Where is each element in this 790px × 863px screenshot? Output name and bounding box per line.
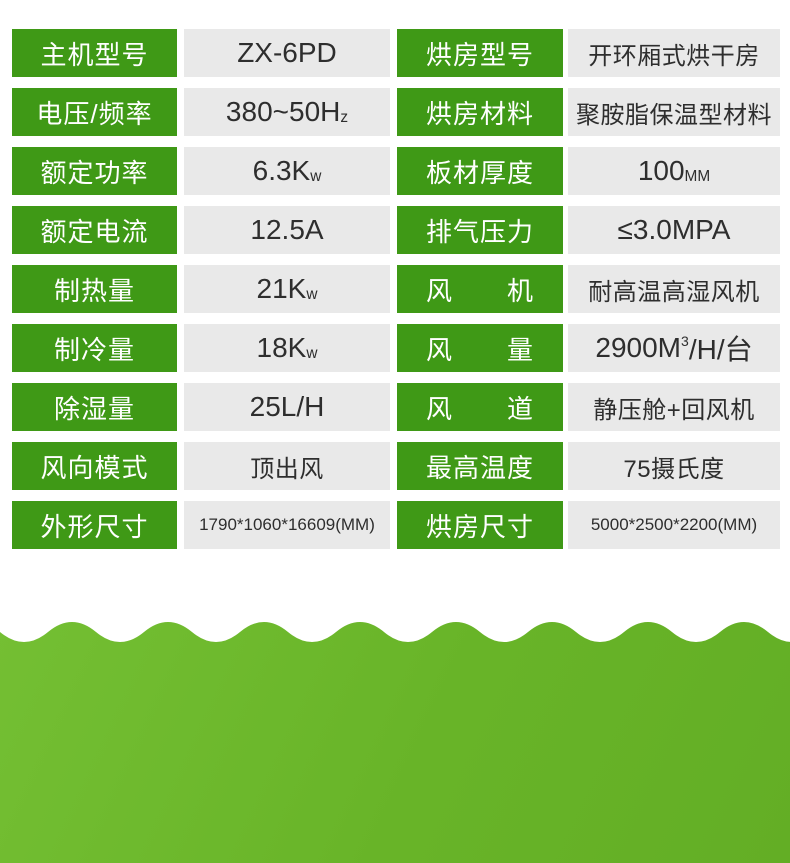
- spec-value-text: 75摄氏度: [623, 455, 725, 483]
- spec-row: 除湿量 25L/H 风 道 静压舱+回风机: [12, 383, 780, 431]
- spec-label: 额定电流: [12, 206, 177, 254]
- spec-row: 制冷量 18K w 风 量 2900M 3/H/台: [12, 324, 780, 372]
- spec-value: 5000*2500*2200(MM): [568, 501, 780, 549]
- spec-label: 板材厚度: [397, 147, 563, 195]
- spec-row: 额定功率 6.3K w 板材厚度 100 MM: [12, 147, 780, 195]
- spec-row: 风向模式 顶出风 最高温度 75摄氏度: [12, 442, 780, 490]
- spec-value-text: 静压舱+回风机: [593, 396, 755, 424]
- spec-value-text: 380~50H: [225, 96, 341, 127]
- spec-value-superscript: 3: [681, 333, 689, 349]
- spec-value-unit: w: [306, 345, 318, 362]
- spec-label: 外形尺寸: [12, 501, 177, 549]
- spec-value-text: /H/台: [688, 334, 753, 365]
- spec-value: ZX-6PD: [184, 29, 390, 77]
- spec-label: 烘房型号: [397, 29, 563, 77]
- spec-value-text: 1790*1060*16609(MM): [199, 515, 375, 534]
- spec-value-unit: w: [310, 168, 322, 185]
- wave-edge-icon: [0, 615, 790, 642]
- section-banner: 细节之处 无可挑剔 PRODUCT DRYING RANGE DISPLAY: [0, 615, 790, 863]
- spec-value: 聚胺脂保温型材料: [568, 88, 780, 136]
- spec-label: 风 机: [397, 265, 563, 313]
- spec-value: 18K w: [184, 324, 390, 372]
- spec-label: 最高温度: [397, 442, 563, 490]
- spec-value-text: 2900M: [595, 332, 682, 363]
- spec-value-unit: MM: [684, 168, 711, 185]
- spec-value-text: 耐高温高湿风机: [588, 278, 760, 306]
- spec-label: 除湿量: [12, 383, 177, 431]
- spec-value-text: 顶出风: [250, 455, 324, 483]
- spec-value-text: ZX-6PD: [237, 37, 337, 68]
- spec-value-text: 18K: [256, 332, 307, 363]
- spec-value-text: 25L/H: [249, 391, 325, 422]
- spec-value-text: 开环厢式烘干房: [588, 42, 760, 70]
- spec-value: 1790*1060*16609(MM): [184, 501, 390, 549]
- spec-value-text: 聚胺脂保温型材料: [576, 101, 772, 129]
- spec-value: 21K w: [184, 265, 390, 313]
- spec-value: 75摄氏度: [568, 442, 780, 490]
- spec-label: 烘房材料: [397, 88, 563, 136]
- spec-row: 制热量 21K w 风 机 耐高温高湿风机: [12, 265, 780, 313]
- spec-label: 风 道: [397, 383, 563, 431]
- spec-value: 顶出风: [184, 442, 390, 490]
- spec-value: 100 MM: [568, 147, 780, 195]
- spec-label: 制冷量: [12, 324, 177, 372]
- spec-value: 静压舱+回风机: [568, 383, 780, 431]
- spec-value: 25L/H: [184, 383, 390, 431]
- spec-label: 烘房尺寸: [397, 501, 563, 549]
- spec-label: 风向模式: [12, 442, 177, 490]
- spec-label: 排气压力: [397, 206, 563, 254]
- spec-row: 主机型号 ZX-6PD 烘房型号 开环厢式烘干房: [12, 29, 780, 77]
- spec-value: 耐高温高湿风机: [568, 265, 780, 313]
- spec-label: 风 量: [397, 324, 563, 372]
- spec-label: 主机型号: [12, 29, 177, 77]
- spec-value-text: 12.5A: [250, 214, 324, 245]
- spec-label: 额定功率: [12, 147, 177, 195]
- spec-value-text: 100: [637, 155, 685, 186]
- spec-row: 电压/频率 380~50H z 烘房材料 聚胺脂保温型材料: [12, 88, 780, 136]
- spec-value: 6.3K w: [184, 147, 390, 195]
- spec-row: 额定电流 12.5A 排气压力 ≤3.0MPA: [12, 206, 780, 254]
- spec-value-unit: z: [340, 109, 349, 126]
- spec-value-text: 5000*2500*2200(MM): [590, 515, 758, 534]
- spec-value: 12.5A: [184, 206, 390, 254]
- spec-value: 2900M 3/H/台: [568, 324, 780, 372]
- spec-value: 380~50H z: [184, 88, 390, 136]
- spec-value-text: 6.3K: [252, 155, 311, 186]
- spec-label: 制热量: [12, 265, 177, 313]
- spec-value-unit: w: [306, 286, 318, 303]
- spec-value: 开环厢式烘干房: [568, 29, 780, 77]
- spec-label: 电压/频率: [12, 88, 177, 136]
- spec-value-text: 21K: [256, 273, 307, 304]
- spec-value-text: ≤3.0MPA: [617, 214, 731, 245]
- spec-value: ≤3.0MPA: [568, 206, 780, 254]
- spec-row: 外形尺寸 1790*1060*16609(MM) 烘房尺寸 5000*2500*…: [12, 501, 780, 549]
